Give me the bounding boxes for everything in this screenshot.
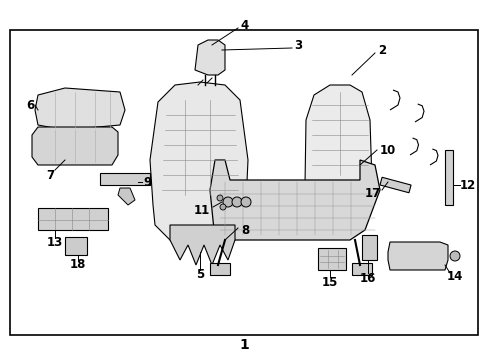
Polygon shape xyxy=(305,85,371,195)
Text: 10: 10 xyxy=(379,144,395,157)
Polygon shape xyxy=(209,160,379,240)
Text: 1: 1 xyxy=(239,338,248,352)
Bar xyxy=(10,30,477,335)
Bar xyxy=(209,263,229,275)
Polygon shape xyxy=(387,242,447,270)
Text: 15: 15 xyxy=(321,275,338,288)
Polygon shape xyxy=(35,88,125,130)
Text: 2: 2 xyxy=(377,44,385,57)
Text: 9: 9 xyxy=(143,176,152,189)
Text: 4: 4 xyxy=(241,18,248,32)
Bar xyxy=(444,150,452,205)
Bar xyxy=(361,235,376,260)
Text: 16: 16 xyxy=(359,271,375,284)
Polygon shape xyxy=(195,40,224,75)
Text: 14: 14 xyxy=(446,270,462,284)
Polygon shape xyxy=(150,82,247,240)
Bar xyxy=(65,237,87,255)
Circle shape xyxy=(223,197,232,207)
Text: 6: 6 xyxy=(26,99,34,112)
Text: 3: 3 xyxy=(293,39,302,51)
Text: 17: 17 xyxy=(364,186,380,199)
Circle shape xyxy=(220,204,225,210)
Bar xyxy=(351,263,371,275)
Bar xyxy=(38,208,108,230)
Polygon shape xyxy=(32,127,118,165)
Text: 11: 11 xyxy=(193,203,210,216)
Text: 7: 7 xyxy=(46,168,54,181)
Circle shape xyxy=(449,251,459,261)
Text: 12: 12 xyxy=(459,179,475,192)
Circle shape xyxy=(241,197,250,207)
Bar xyxy=(317,248,346,270)
Circle shape xyxy=(217,195,223,201)
Text: 18: 18 xyxy=(70,258,86,271)
Text: 8: 8 xyxy=(241,224,248,237)
Text: 5: 5 xyxy=(196,269,203,282)
Polygon shape xyxy=(170,225,235,265)
Circle shape xyxy=(231,197,242,207)
Bar xyxy=(100,173,150,185)
Polygon shape xyxy=(118,188,135,205)
Text: 13: 13 xyxy=(47,237,63,249)
Bar xyxy=(379,177,410,193)
